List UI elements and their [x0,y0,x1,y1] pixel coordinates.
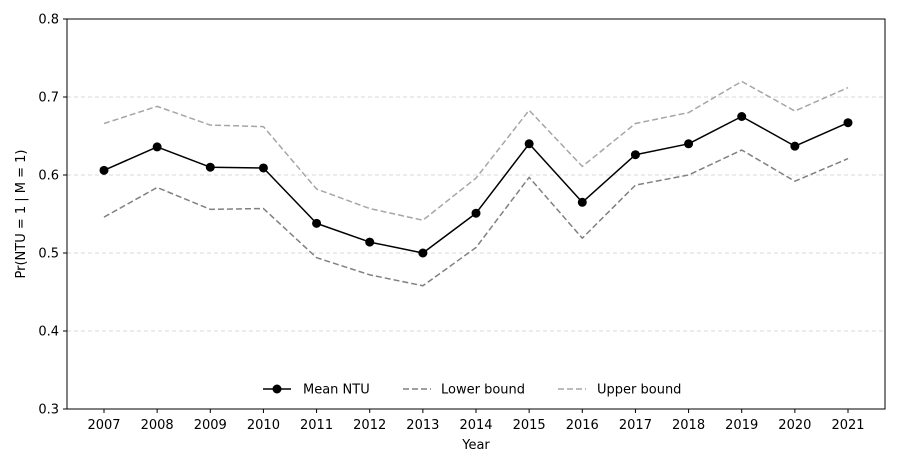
x-tick-label: 2009 [194,418,227,433]
legend-item: Mean NTU [263,383,370,398]
data-point [365,237,375,247]
y-tick-label: 0.3 [38,403,59,418]
x-tick-label: 2019 [725,418,758,433]
series-layer [99,80,853,287]
x-tick-label: 2018 [672,418,705,433]
legend: Mean NTU Lower bound Upper bound [263,383,681,398]
data-point [152,142,162,152]
x-tick-label: 2021 [831,418,864,433]
legend-label: Mean NTU [303,383,370,398]
y-tick-label: 0.8 [38,13,59,28]
x-tick-label: 2011 [300,418,333,433]
series-line [103,80,849,221]
legend-label: Upper bound [597,383,681,398]
data-point [258,163,268,173]
y-tick-label: 0.4 [38,325,59,340]
legend-marker [272,384,282,394]
legend-label: Lower bound [441,383,525,398]
axes-layer: 0.3 0.4 0.5 0.6 0.7 0.8 2007 2008 2009 2010 2011 20… [38,13,864,434]
x-tick-label: 2008 [141,418,174,433]
data-point [524,139,534,149]
data-point [684,139,694,149]
data-point [843,118,853,128]
series-lower-bound [103,149,849,287]
series-upper-bound [103,80,849,221]
x-tick-label: 2016 [566,418,599,433]
x-tick-label: 2012 [353,418,386,433]
y-tick-label: 0.7 [38,91,59,106]
series-line [103,149,849,287]
data-point [99,165,109,175]
series-mean-ntu [99,112,853,258]
data-point [737,112,747,121]
x-tick-label: 2017 [619,418,652,433]
x-tick-label: 2010 [247,418,280,433]
y-axis-title: Pr(NTU = 1 | M = 1) [14,150,29,279]
data-point [418,248,428,258]
legend-item: Upper bound [558,383,681,398]
grid-lines [67,96,885,332]
data-point [312,218,322,228]
data-point [205,162,215,172]
data-point [790,141,800,151]
y-tick-label: 0.6 [38,169,59,184]
data-point [471,208,481,218]
x-tick-label: 2015 [513,418,546,433]
data-point [577,197,587,207]
x-tick-label: 2007 [87,418,120,433]
data-point [630,150,640,160]
x-tick-label: 2013 [406,418,439,433]
x-axis-title: Year [461,438,490,453]
series-line [103,115,849,254]
legend-item: Lower bound [403,383,525,398]
y-tick-label: 0.5 [38,247,59,262]
x-tick-label: 2020 [778,418,811,433]
x-tick-label: 2014 [459,418,492,433]
